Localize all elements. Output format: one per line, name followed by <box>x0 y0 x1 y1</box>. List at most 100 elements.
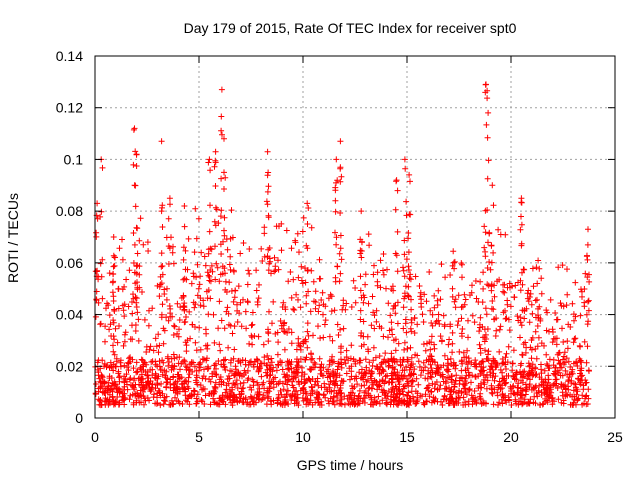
data-point <box>246 359 253 366</box>
data-point <box>571 380 578 387</box>
data-point <box>183 348 190 355</box>
data-point <box>273 381 280 388</box>
data-point <box>527 290 534 297</box>
data-point <box>394 375 401 382</box>
data-point <box>543 307 550 314</box>
data-point <box>352 285 359 291</box>
data-point <box>539 401 546 408</box>
data-point <box>401 339 408 346</box>
data-point <box>581 299 588 306</box>
data-point <box>325 370 332 377</box>
data-point <box>490 355 497 362</box>
data-point <box>134 250 141 257</box>
data-point <box>422 347 429 354</box>
data-point <box>481 244 488 251</box>
data-point <box>510 382 517 389</box>
data-point <box>337 326 344 333</box>
data-point <box>192 205 199 212</box>
data-point <box>172 387 178 394</box>
data-point <box>585 367 592 374</box>
data-point <box>247 384 253 391</box>
data-point <box>268 270 274 277</box>
data-point <box>162 398 169 405</box>
data-point <box>329 359 336 366</box>
data-point <box>170 366 177 372</box>
data-point <box>442 274 449 281</box>
data-point <box>585 395 592 402</box>
data-point <box>365 348 372 355</box>
data-point <box>358 382 365 389</box>
data-point <box>299 228 306 235</box>
data-point <box>176 326 182 333</box>
data-point <box>253 356 260 363</box>
data-points <box>92 81 593 409</box>
data-point <box>311 359 318 366</box>
data-point <box>226 321 232 328</box>
data-point <box>199 398 206 405</box>
data-point <box>385 388 392 395</box>
data-point <box>214 264 221 271</box>
data-point <box>459 360 466 367</box>
data-point <box>223 382 230 389</box>
data-point <box>125 303 132 310</box>
data-point <box>401 251 408 258</box>
data-point <box>258 245 265 252</box>
data-point <box>193 395 200 402</box>
data-point <box>316 256 323 263</box>
data-point <box>393 394 400 401</box>
data-point <box>334 321 341 328</box>
data-point <box>126 355 132 362</box>
data-point <box>332 208 339 215</box>
data-point <box>534 296 540 303</box>
data-point <box>114 339 121 346</box>
data-point <box>546 382 553 389</box>
data-point <box>139 375 146 382</box>
data-point <box>574 363 581 369</box>
data-point <box>109 279 116 286</box>
data-point <box>304 221 311 227</box>
data-point <box>571 317 577 324</box>
data-point <box>272 330 279 337</box>
data-point <box>452 296 459 303</box>
data-point <box>431 341 438 348</box>
data-point <box>346 396 353 403</box>
data-point <box>312 305 319 312</box>
data-point <box>212 222 219 229</box>
data-point <box>275 257 281 264</box>
data-point <box>334 382 341 389</box>
data-point <box>261 385 268 392</box>
data-point <box>265 329 272 335</box>
data-point <box>234 301 240 308</box>
data-point <box>396 390 403 397</box>
data-point <box>526 381 533 388</box>
data-point <box>383 285 389 292</box>
data-point <box>488 242 495 249</box>
data-point <box>412 388 419 395</box>
data-point <box>548 389 555 396</box>
data-point <box>499 369 506 376</box>
data-point <box>552 371 559 378</box>
data-point <box>325 366 332 373</box>
data-point <box>159 224 166 230</box>
data-point <box>535 314 542 321</box>
data-point <box>546 365 553 372</box>
data-point <box>265 183 272 190</box>
data-point <box>435 369 442 376</box>
data-point <box>212 379 219 386</box>
data-point <box>275 339 282 346</box>
data-point <box>513 376 520 383</box>
data-point <box>201 253 208 260</box>
data-point <box>581 338 588 345</box>
data-point <box>192 339 199 346</box>
data-point <box>408 354 415 361</box>
data-point <box>281 319 288 326</box>
data-point <box>357 273 364 280</box>
data-point <box>419 311 426 318</box>
data-point <box>143 382 150 389</box>
data-point <box>437 382 444 389</box>
data-point <box>404 400 411 407</box>
data-point <box>174 378 181 385</box>
data-point <box>455 318 462 325</box>
data-point <box>417 293 424 300</box>
data-point <box>400 264 406 271</box>
